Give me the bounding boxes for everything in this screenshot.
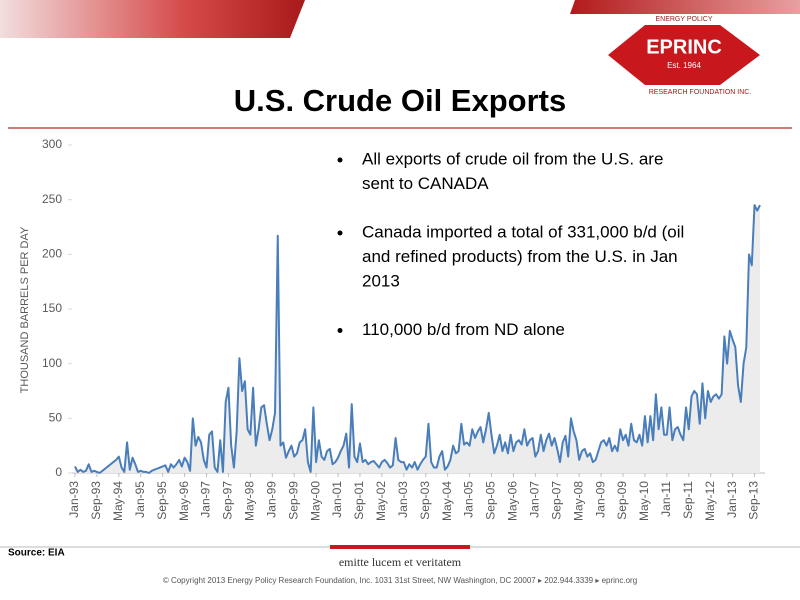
x-tick-label: Jan-95 — [133, 481, 147, 518]
x-tick-label: Jan-13 — [725, 481, 739, 518]
y-tick-label: 0 — [55, 465, 62, 479]
x-tick-label: May-06 — [506, 481, 520, 521]
bullet-text: Canada imported a total of 331,000 b/d (… — [362, 222, 684, 241]
x-tick-label: Sep-93 — [89, 481, 103, 520]
x-tick-label: Jan-93 — [67, 481, 81, 518]
x-tick-label: Jan-05 — [462, 481, 476, 518]
x-tick-label: Jan-11 — [659, 481, 673, 517]
footer-accent — [330, 545, 470, 549]
logo-name: EPRINC — [646, 36, 722, 58]
x-tick-label: Jan-97 — [199, 481, 213, 518]
bullet-text: All exports of crude oil from the U.S. a… — [362, 149, 663, 168]
x-tick-label: Sep-03 — [418, 481, 432, 520]
x-tick-label: May-12 — [703, 481, 717, 521]
x-tick-label: Jan-01 — [330, 481, 344, 518]
header-band — [0, 0, 305, 38]
logo-ring: RESEARCH FOUNDATION INC. — [649, 89, 752, 96]
logo-est: Est. 1964 — [667, 61, 701, 70]
x-tick-label: Sep-95 — [155, 481, 169, 520]
copyright: © Copyright 2013 Energy Policy Research … — [163, 576, 637, 585]
x-tick-label: May-96 — [177, 481, 191, 521]
x-tick-label: Sep-07 — [549, 481, 563, 520]
x-tick-label: Jan-99 — [264, 481, 278, 518]
y-tick-label: 150 — [42, 301, 62, 315]
x-tick-label: Jan-09 — [593, 481, 607, 518]
x-tick-label: May-10 — [637, 481, 651, 521]
y-tick-label: 100 — [42, 356, 62, 370]
plot: 0 50 100 150 200 250 300 Jan-93 Sep-93 May-94 Jan-… — [42, 137, 765, 521]
motto: emitte lucem et veritatem — [339, 555, 462, 569]
logo-shape — [608, 25, 760, 85]
x-tick-label: Jan-03 — [396, 481, 410, 518]
x-tick-label: Sep-05 — [484, 481, 498, 520]
y-tick-label: 300 — [42, 137, 62, 151]
x-tick-label: Sep-09 — [615, 481, 629, 520]
x-tick-label: May-08 — [571, 481, 585, 521]
x-tick-label: Sep-11 — [681, 481, 695, 519]
x-tick-label: Sep-99 — [286, 481, 300, 520]
x-tick-label: May-04 — [440, 481, 454, 521]
x-tick-label: May-98 — [243, 481, 257, 521]
bullet-text: 110,000 b/d from ND alone — [362, 320, 565, 339]
bullet-text: and refined products) from the U.S. in J… — [362, 247, 678, 266]
y-tick-label: 50 — [49, 411, 63, 425]
x-tick-label: Sep-01 — [352, 481, 366, 520]
bullet-text: sent to CANADA — [362, 174, 489, 193]
y-axis-label: THOUSAND BARRELS PER DAY — [19, 226, 31, 393]
x-tick-label: Jan-07 — [527, 481, 541, 518]
area — [75, 205, 760, 473]
x-tick-label: Sep-97 — [221, 481, 235, 520]
chart-title: U.S. Crude Oil Exports — [234, 83, 566, 118]
y-tick-label: 200 — [42, 247, 62, 261]
x-tick-label: May-00 — [308, 481, 322, 521]
bullet-list: All exports of crude oil from the U.S. a… — [337, 149, 684, 339]
bullet-dot — [337, 230, 343, 236]
logo: EPRINC Est. 1964 ENERGY POLICY RESEARCH … — [608, 16, 760, 96]
x-tick-label: May-02 — [374, 481, 388, 521]
header-band — [570, 0, 800, 14]
x-tick-label: Sep-13 — [747, 481, 761, 520]
y-tick-label: 250 — [42, 192, 62, 206]
x-tick-label: May-94 — [111, 481, 125, 521]
bullet-text: 2013 — [362, 271, 400, 290]
source: Source: EIA — [8, 548, 65, 559]
bullet-dot — [337, 157, 343, 163]
bullet-dot — [337, 328, 343, 333]
line — [74, 204, 761, 474]
logo-ring: ENERGY POLICY — [655, 16, 712, 23]
